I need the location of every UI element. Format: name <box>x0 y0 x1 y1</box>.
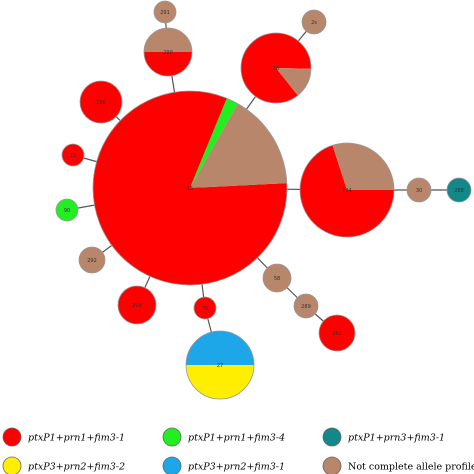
node-slice <box>61 143 85 167</box>
legend-swatch <box>162 427 182 447</box>
legend-item-ptxP1_prn1_fim3_4: ptxP1+prn1+fim3-4 <box>162 427 285 447</box>
legend-swatch <box>162 456 182 474</box>
legend-label: ptxP1+prn1+fim3-4 <box>188 433 285 444</box>
node-outline <box>92 90 288 286</box>
node-slice <box>79 80 123 124</box>
legend-label: ptxP1+prn1+fim3-1 <box>28 433 125 444</box>
legend-swatch <box>322 427 342 447</box>
node-slice <box>240 33 311 104</box>
legend-label: ptxP1+prn3+fim3-1 <box>348 433 445 444</box>
legend-item-ptxP1_prn1_fim3_1: ptxP1+prn1+fim3-1 <box>2 427 125 447</box>
legend-label: ptxP3+prn2+fim3-1 <box>188 462 285 473</box>
node-label: 288 <box>454 188 464 194</box>
node-slice <box>78 246 106 274</box>
node-label: 194 <box>342 188 352 194</box>
node-290[interactable]: 290 <box>143 27 193 77</box>
node-label: 16 <box>273 66 279 72</box>
legend-label: Not complete allele profile <box>348 462 474 473</box>
legend-label: ptxP3+prn2+fim3-2 <box>28 462 125 473</box>
node-slice <box>190 98 238 188</box>
node-outline <box>143 27 193 77</box>
node-label: 290 <box>163 50 173 56</box>
node-outline <box>299 142 395 238</box>
node-slice <box>301 9 327 35</box>
node-label: 30 <box>416 188 422 194</box>
node-center[interactable]: 15 <box>92 90 288 286</box>
node-slice <box>190 103 287 188</box>
node-slice <box>406 177 432 203</box>
node-label: 2s <box>311 20 317 26</box>
node-280[interactable]: 280 <box>318 314 356 352</box>
legend-item-ptxP3_prn2_fim3_1: ptxP3+prn2+fim3-1 <box>162 456 285 474</box>
legend-item-ptxP3_prn2_fim3_2: ptxP3+prn2+fim3-2 <box>2 456 125 474</box>
node-90[interactable]: 90 <box>55 198 79 222</box>
node-label: 90 <box>64 208 70 214</box>
node-label: 292 <box>87 258 97 264</box>
node-298[interactable]: 298 <box>117 285 157 325</box>
node-30[interactable]: 30 <box>406 177 432 203</box>
node-slice <box>55 198 79 222</box>
node-292[interactable]: 292 <box>78 246 106 274</box>
node-outline <box>185 330 255 400</box>
node-label: 58 <box>274 276 280 282</box>
legend-swatch <box>2 456 22 474</box>
node-hub_right[interactable]: 194 <box>299 142 395 238</box>
node-slice <box>318 314 356 352</box>
legend-item-ptxP1_prn3_fim3_1: ptxP1+prn3+fim3-1 <box>322 427 445 447</box>
legend-item-not_complete: Not complete allele profile <box>322 456 474 474</box>
node-n_small[interactable]: 76 <box>193 296 217 320</box>
node-label: 280 <box>332 331 342 337</box>
node-291[interactable]: 291 <box>153 0 177 24</box>
node-slice <box>144 52 192 76</box>
legend-swatch <box>2 427 22 447</box>
node-slice <box>193 296 217 320</box>
legend-swatch <box>322 456 342 474</box>
node-label: 76 <box>202 306 208 312</box>
node-slice <box>276 68 311 96</box>
node-n_left1[interactable]: 15 <box>61 143 85 167</box>
node-289[interactable]: 289 <box>293 293 319 319</box>
node-label: 15 <box>70 153 76 159</box>
node-slice <box>144 28 192 52</box>
node-slice <box>186 365 254 399</box>
node-2s[interactable]: 2s <box>301 9 327 35</box>
node-slice <box>299 145 394 237</box>
node-label: 286 <box>96 100 106 106</box>
node-hub_top[interactable]: 16 <box>240 32 312 104</box>
node-label: 291 <box>160 10 170 16</box>
node-slice <box>293 293 319 319</box>
node-27[interactable]: 27 <box>185 330 255 400</box>
node-slice <box>117 285 157 325</box>
node-286[interactable]: 286 <box>79 80 123 124</box>
node-label: 298 <box>132 303 142 309</box>
node-n_lowright[interactable]: 58 <box>262 263 292 293</box>
node-slice <box>262 263 292 293</box>
node-slice <box>186 331 254 365</box>
node-label: 15 <box>187 186 193 192</box>
node-288[interactable]: 288 <box>446 177 472 203</box>
node-label: 27 <box>217 363 223 369</box>
node-slice <box>153 0 177 24</box>
node-slice <box>446 177 472 203</box>
node-label: 289 <box>301 304 311 310</box>
node-slice <box>332 143 394 190</box>
node-outline <box>240 32 312 104</box>
